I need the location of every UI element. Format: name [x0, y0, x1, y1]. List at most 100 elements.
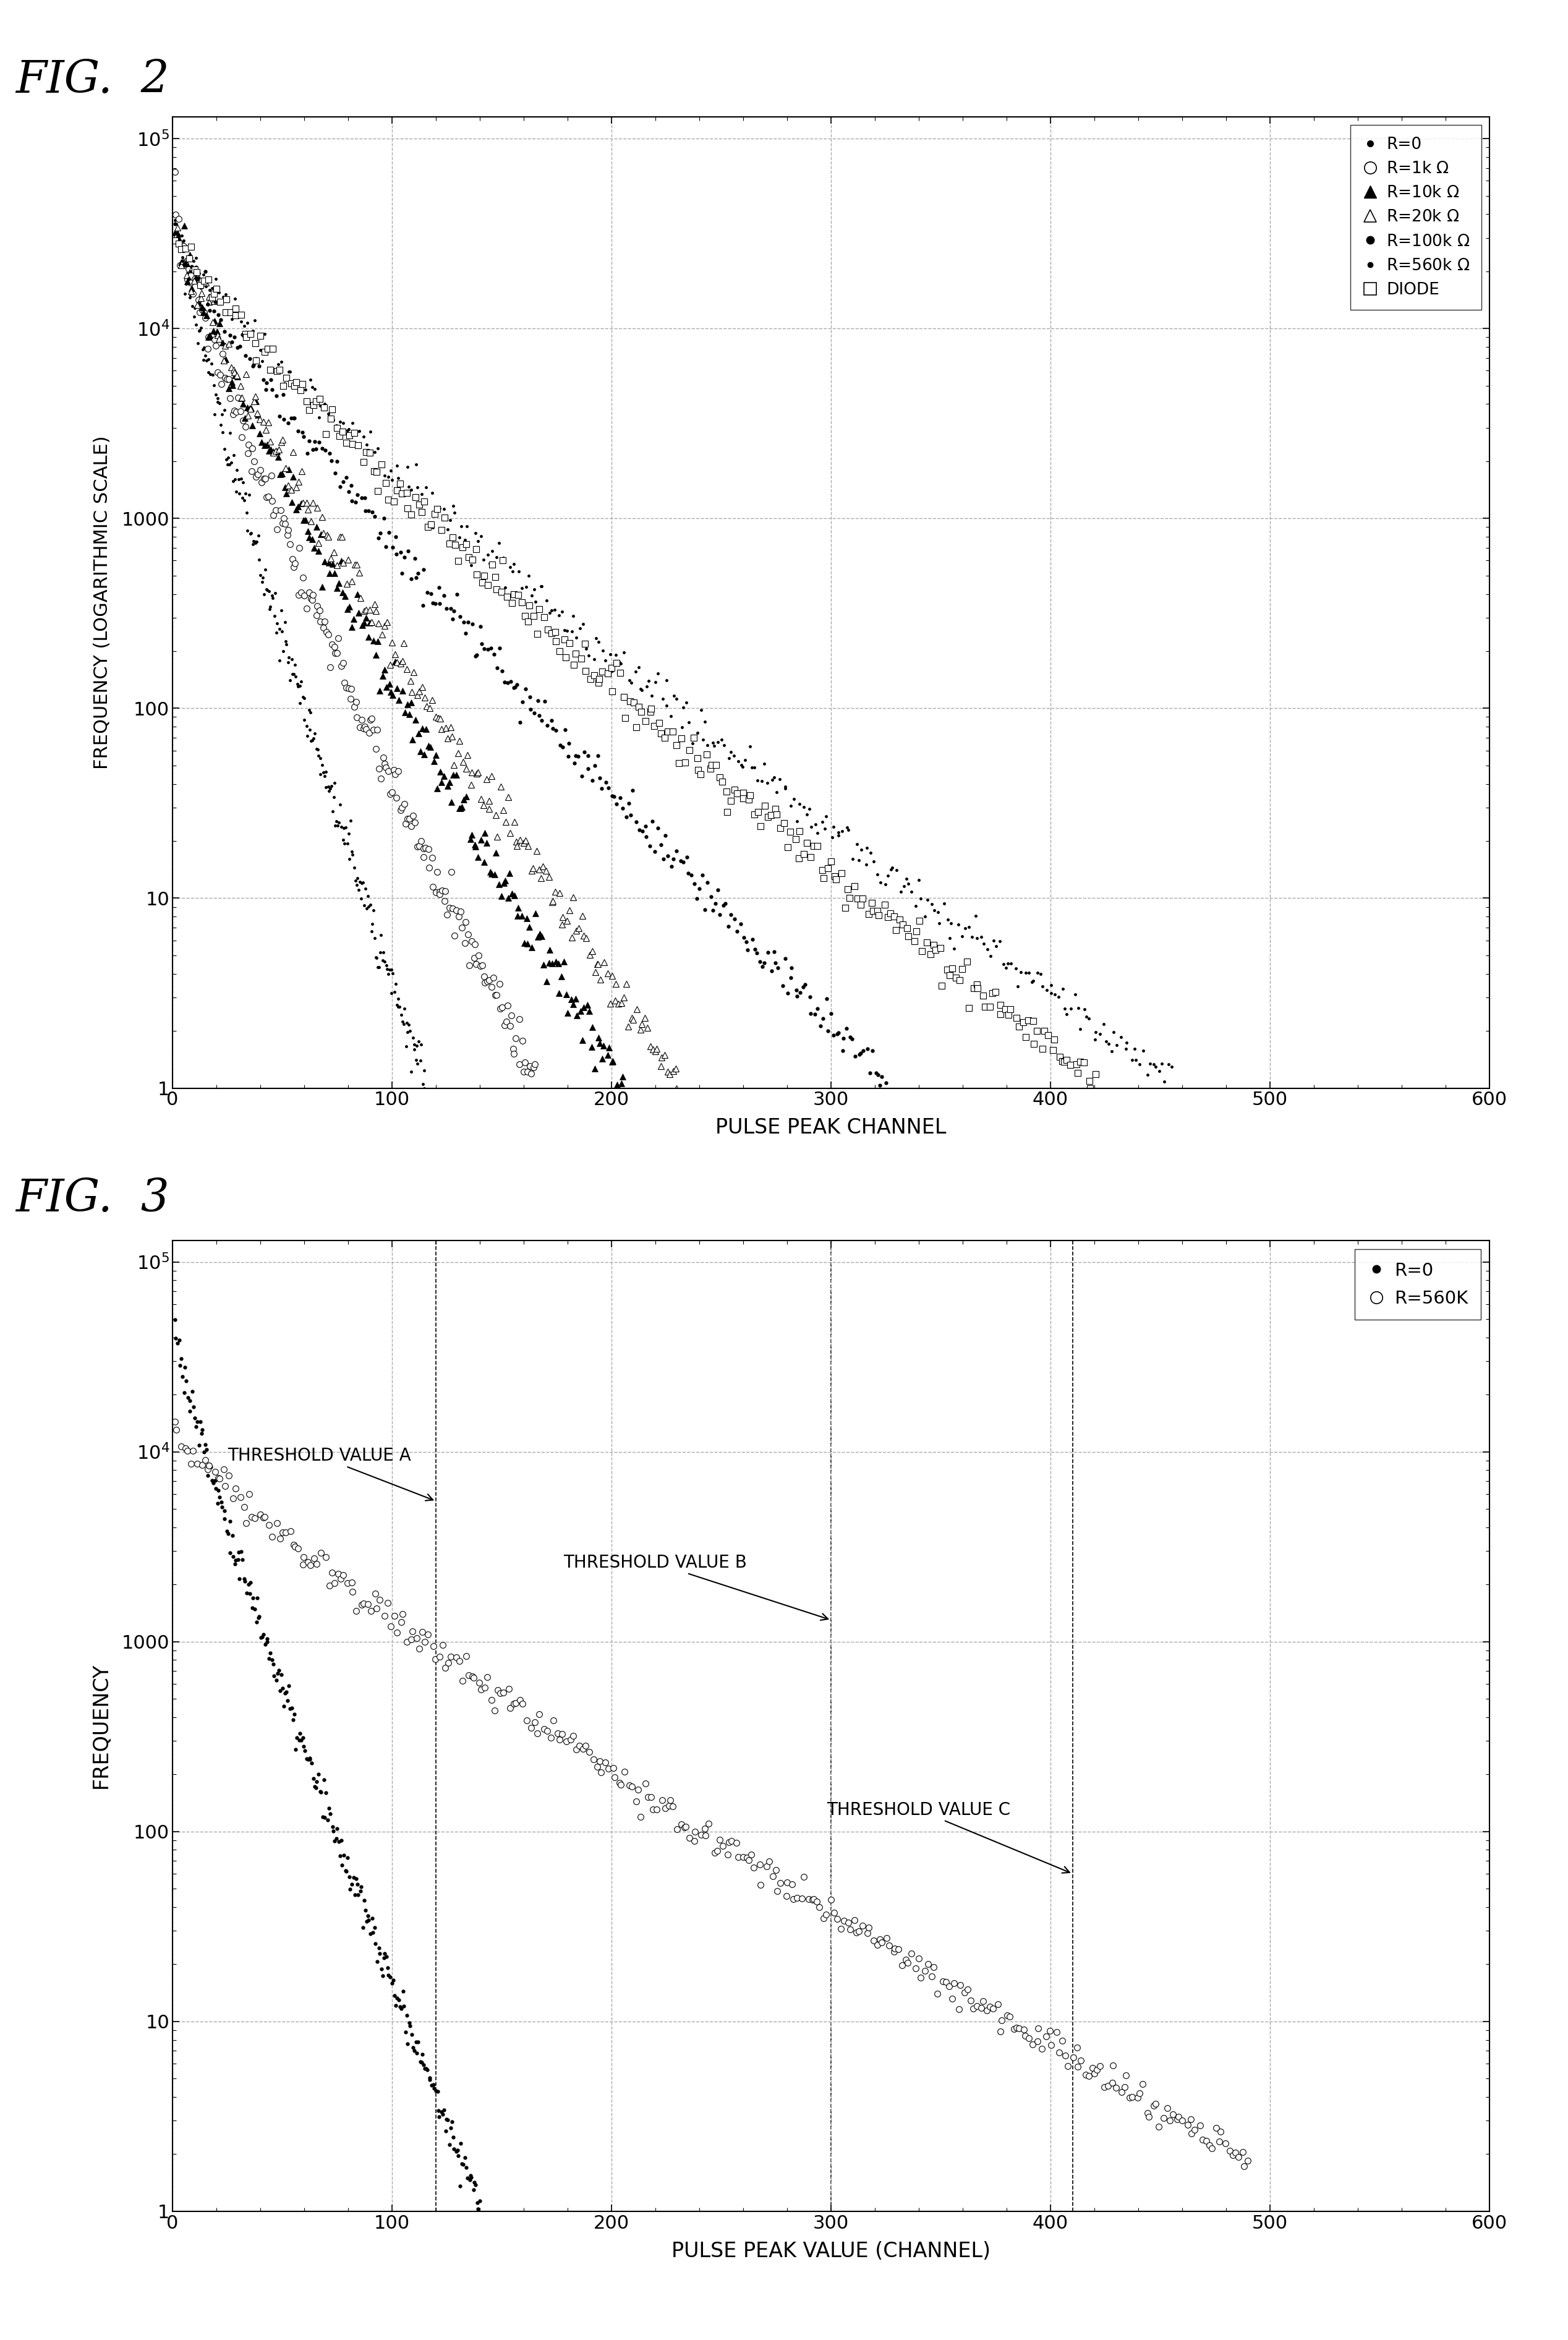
R=100k $\Omega$	[842, 1025, 861, 1053]
R=100k $\Omega$	[870, 1072, 889, 1100]
R=20k $\Omega$	[666, 1074, 685, 1102]
R=20k $\Omega$	[301, 508, 320, 536]
R=20k $\Omega$	[168, 213, 187, 241]
DIODE	[307, 386, 326, 414]
R=0	[299, 695, 318, 723]
DIODE	[924, 931, 942, 959]
DIODE	[734, 779, 753, 807]
R=20k $\Omega$	[188, 290, 207, 318]
R=560K	[1200, 2132, 1218, 2160]
R=10k $\Omega$	[165, 218, 183, 246]
R=100k $\Omega$	[165, 211, 183, 239]
R=0	[469, 2188, 488, 2216]
R=560K	[285, 1533, 304, 1561]
R=10k $\Omega$	[607, 1074, 626, 1102]
R=560K	[1239, 2146, 1258, 2174]
R=0	[376, 952, 395, 980]
R=560k $\Omega$	[1162, 1053, 1181, 1081]
R=10k $\Omega$	[287, 496, 306, 524]
R=0	[165, 206, 183, 234]
R=0	[416, 1055, 434, 1083]
Line: R=560k $\Omega$: R=560k $\Omega$	[174, 222, 1174, 1083]
R=560k $\Omega$	[679, 709, 698, 737]
R=0	[416, 1074, 434, 1102]
Line: R=10k $\Omega$: R=10k $\Omega$	[172, 222, 626, 1090]
R=10k $\Omega$	[579, 990, 597, 1018]
R=10k $\Omega$	[251, 419, 270, 447]
Line: R=1k $\Omega$: R=1k $\Omega$	[171, 168, 538, 1076]
Text: THRESHOLD VALUE A: THRESHOLD VALUE A	[227, 1448, 433, 1500]
Text: FIG.  2: FIG. 2	[16, 59, 169, 103]
R=0	[412, 2040, 431, 2069]
X-axis label: PULSE PEAK VALUE (CHANNEL): PULSE PEAK VALUE (CHANNEL)	[671, 2242, 991, 2260]
R=10k $\Omega$	[613, 1062, 632, 1090]
R=10k $\Omega$	[176, 213, 194, 241]
R=560K	[1234, 2153, 1253, 2181]
R=100k $\Omega$	[267, 381, 285, 409]
R=0	[234, 468, 252, 496]
R=0	[470, 2188, 489, 2216]
Legend: R=0, R=1k $\Omega$, R=10k $\Omega$, R=20k $\Omega$, R=100k $\Omega$, R=560k $\Om: R=0, R=1k $\Omega$, R=10k $\Omega$, R=20…	[1350, 124, 1482, 309]
DIODE	[931, 934, 950, 962]
R=0	[384, 978, 403, 1006]
Line: R=560K: R=560K	[171, 1418, 1251, 2169]
R=1k $\Omega$	[522, 1060, 541, 1088]
R=1k $\Omega$	[495, 1011, 514, 1039]
R=560k $\Omega$	[869, 861, 887, 889]
DIODE	[688, 756, 707, 784]
R=1k $\Omega$	[506, 1025, 525, 1053]
R=560K	[165, 1409, 183, 1437]
R=0	[469, 2195, 488, 2223]
R=100k $\Omega$	[466, 644, 485, 672]
R=560K	[1104, 2052, 1123, 2080]
Line: R=100k $\Omega$: R=100k $\Omega$	[171, 220, 889, 1088]
DIODE	[1087, 1060, 1105, 1088]
R=10k $\Omega$	[185, 267, 204, 295]
Line: DIODE: DIODE	[171, 239, 1098, 1090]
DIODE	[1080, 1074, 1099, 1102]
R=0	[389, 985, 408, 1013]
R=10k $\Omega$	[194, 297, 213, 325]
Legend: R=0, R=560K: R=0, R=560K	[1355, 1250, 1480, 1320]
R=1k $\Omega$	[179, 255, 198, 283]
R=0	[166, 1306, 185, 1334]
Y-axis label: FREQUENCY (LOGARITHMIC SCALE): FREQUENCY (LOGARITHMIC SCALE)	[94, 435, 111, 770]
R=1k $\Omega$	[262, 461, 281, 489]
R=20k $\Omega$	[260, 428, 279, 456]
Text: THRESHOLD VALUE B: THRESHOLD VALUE B	[563, 1554, 828, 1619]
R=560k $\Omega$	[985, 927, 1004, 955]
R=0	[270, 1657, 289, 1685]
R=1k $\Omega$	[525, 1051, 544, 1079]
R=100k $\Omega$	[463, 611, 481, 639]
R=1k $\Omega$	[187, 267, 205, 295]
R=0	[408, 2029, 426, 2057]
R=1k $\Omega$	[232, 424, 251, 452]
R=100k $\Omega$	[739, 936, 757, 964]
R=0	[238, 517, 257, 545]
Line: R=20k $\Omega$: R=20k $\Omega$	[172, 225, 679, 1090]
R=100k $\Omega$	[249, 351, 268, 379]
Line: R=0: R=0	[172, 218, 426, 1090]
X-axis label: PULSE PEAK CHANNEL: PULSE PEAK CHANNEL	[715, 1119, 947, 1137]
DIODE	[607, 648, 626, 676]
R=0	[448, 2136, 467, 2164]
Text: FIG.  3: FIG. 3	[16, 1177, 169, 1221]
R=20k $\Omega$	[166, 222, 185, 250]
R=560k $\Omega$	[309, 402, 328, 431]
DIODE	[165, 227, 183, 255]
R=560K	[251, 1500, 270, 1528]
Y-axis label: FREQUENCY: FREQUENCY	[91, 1664, 111, 1788]
R=0	[221, 1540, 240, 1568]
R=20k $\Omega$	[199, 288, 218, 316]
R=100k $\Omega$	[877, 1069, 895, 1097]
R=560k $\Omega$	[881, 856, 900, 885]
R=560K	[196, 1446, 215, 1474]
Line: R=0: R=0	[172, 1317, 483, 2211]
R=20k $\Omega$	[646, 1037, 665, 1065]
R=1k $\Omega$	[165, 157, 183, 185]
R=560K	[839, 1909, 858, 1938]
R=20k $\Omega$	[627, 994, 646, 1023]
R=560k $\Omega$	[166, 211, 185, 239]
Text: THRESHOLD VALUE C: THRESHOLD VALUE C	[826, 1802, 1069, 1872]
R=10k $\Omega$	[593, 1044, 612, 1072]
